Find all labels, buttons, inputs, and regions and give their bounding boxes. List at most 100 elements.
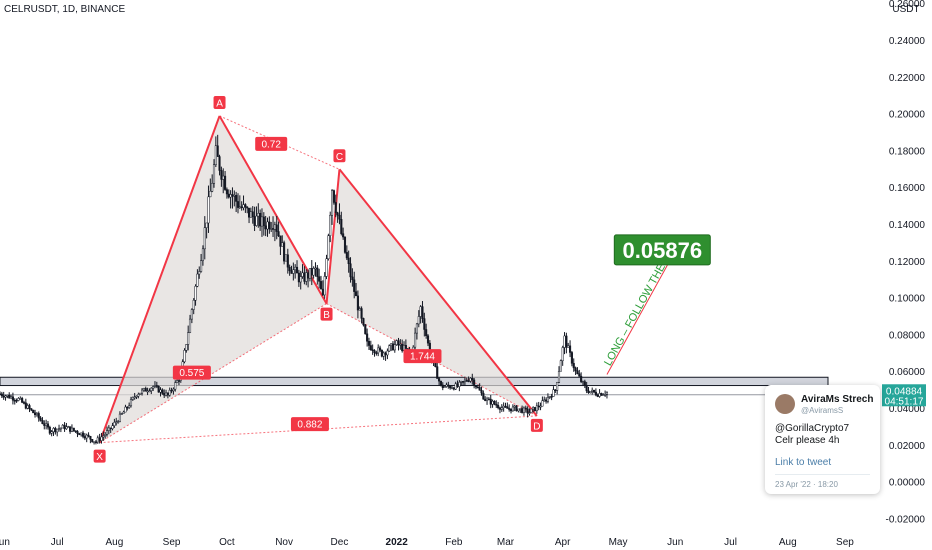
candle-body [284, 254, 288, 262]
candle-body [436, 366, 439, 379]
candle-body [264, 225, 267, 230]
y-tick-label: 0.12000 [889, 257, 926, 268]
candle-body [515, 405, 518, 412]
candle-body [93, 441, 96, 443]
candle-body [336, 212, 339, 216]
y-tick-label: 0.10000 [889, 294, 926, 305]
candle-body [61, 424, 64, 429]
candle-body [174, 382, 177, 390]
candle-body [321, 288, 324, 296]
candle-body [277, 231, 280, 237]
candle-body [565, 335, 568, 348]
ratio-badge [290, 417, 329, 432]
candle-body [135, 395, 138, 398]
candle-body [155, 385, 158, 387]
candle-body [594, 391, 597, 396]
candle-body [292, 269, 295, 274]
xab-triangle [99, 115, 327, 443]
candle-body [159, 389, 162, 393]
y-tick-label: 0.16000 [889, 183, 926, 194]
candle-body [220, 170, 223, 180]
tweet-date: 23 Apr '22 · 18:20 [775, 480, 838, 489]
candle-body [37, 413, 40, 419]
candle-body [28, 405, 31, 409]
candle-body [207, 196, 210, 224]
candle-body [2, 395, 5, 398]
candle-body [120, 413, 123, 415]
candle-body [569, 345, 572, 353]
candle-body [362, 318, 365, 326]
candle-body [257, 213, 260, 217]
candle-body [498, 407, 502, 410]
candle-body [251, 211, 254, 217]
candle-body [260, 216, 264, 227]
candle-body [605, 391, 609, 395]
point-label-b: B [323, 310, 330, 321]
candle-body [57, 428, 61, 430]
current-price: 0.04884 [886, 386, 923, 397]
candle-body [11, 396, 14, 401]
candle-body [524, 407, 527, 410]
point-label-c: C [336, 152, 343, 163]
candle-body [153, 385, 157, 387]
x-tick-label: 2022 [386, 537, 409, 548]
candle-body [521, 408, 524, 413]
candle-body [583, 381, 586, 386]
candle-body [105, 430, 109, 435]
candle-body [301, 272, 304, 277]
candle-body [450, 387, 454, 390]
candle-body [48, 426, 51, 434]
candle-body [299, 276, 302, 283]
candle-body [377, 347, 380, 354]
candle-body [554, 389, 557, 391]
candle-body [580, 375, 583, 382]
tweet-card[interactable]: AviraMs Strech @AviramsS @GorillaCrypto7… [765, 385, 880, 494]
candle-body [172, 388, 175, 392]
candle-body [476, 386, 479, 389]
candle-body [495, 403, 498, 406]
candle-body [126, 406, 129, 409]
support-zone [0, 376, 829, 387]
candle-body [393, 344, 396, 351]
candle-body [543, 399, 546, 402]
candle-body [325, 258, 328, 277]
candle-body [316, 267, 319, 277]
candle-body [80, 432, 83, 436]
candle-body [144, 388, 147, 392]
candle-body [438, 378, 441, 382]
candle-body [421, 306, 424, 319]
x-tick-label: Dec [331, 537, 349, 548]
candle-body [310, 268, 313, 276]
point-badge-x [93, 449, 106, 463]
x-tick-label: Oct [219, 537, 235, 548]
candle-body [224, 175, 227, 190]
candle-body [502, 405, 505, 408]
candle-body [327, 235, 330, 260]
candle-body [508, 408, 511, 410]
x-tick-label: Apr [555, 537, 571, 548]
candle-body [141, 389, 144, 394]
candle-body [563, 335, 566, 348]
candle-body [43, 423, 46, 426]
tweet-link[interactable]: Link to tweet [775, 457, 832, 468]
candle-body [240, 206, 243, 209]
candle-body [517, 408, 520, 412]
candle-body [56, 428, 59, 433]
countdown: 04:51:17 [885, 396, 924, 407]
ratio-badge [403, 349, 442, 364]
ratio-badge [255, 136, 288, 151]
candle-body [373, 350, 376, 353]
candle-body [150, 387, 153, 392]
candle-body [81, 432, 85, 437]
candle-body [511, 406, 514, 412]
candle-body [314, 267, 317, 270]
candle-body [137, 394, 140, 397]
x-tick-label: Jul [51, 537, 64, 548]
candle-body [358, 308, 361, 311]
candle-body [452, 387, 455, 390]
candle-body [235, 195, 238, 202]
candle-body [598, 393, 601, 397]
candle-body [188, 318, 192, 333]
point-label-a: A [216, 98, 223, 109]
